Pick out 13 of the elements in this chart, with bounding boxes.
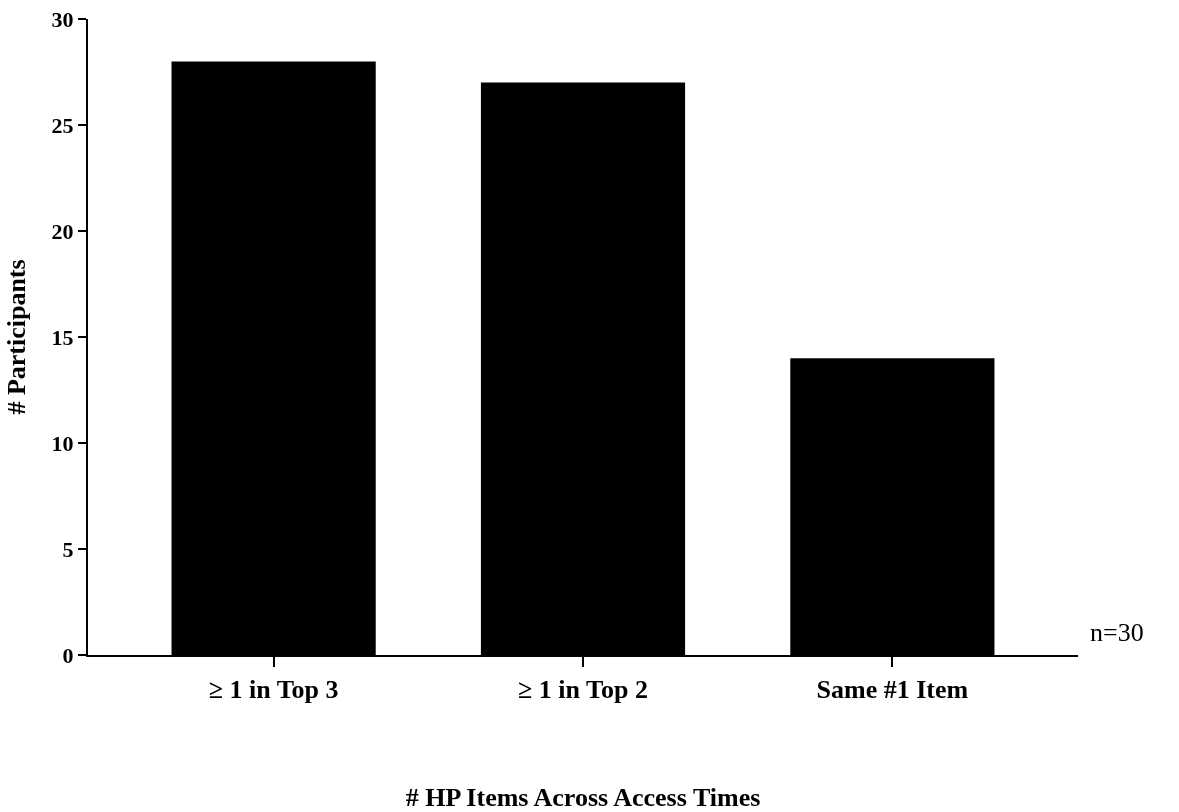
y-tick-label: 15 [51, 324, 74, 350]
text: n=30 [1090, 618, 1144, 647]
y-tick-label: 10 [51, 430, 74, 456]
x-axis-title: # HP Items Across Access Times [405, 783, 761, 812]
x-tick-label: Same #1 Item [816, 675, 969, 705]
x-tick-label: ≥ 1 in Top 3 [208, 675, 339, 705]
y-axis-title: # Participants [2, 259, 32, 415]
y-tick-label: 20 [51, 218, 74, 244]
y-tick-label: 5 [62, 536, 74, 562]
x-tick-label: ≥ 1 in Top 2 [518, 675, 648, 705]
y-tick-label: 0 [62, 642, 74, 668]
y-tick-label: 25 [51, 112, 74, 138]
y-tick-label: 30 [51, 6, 74, 32]
